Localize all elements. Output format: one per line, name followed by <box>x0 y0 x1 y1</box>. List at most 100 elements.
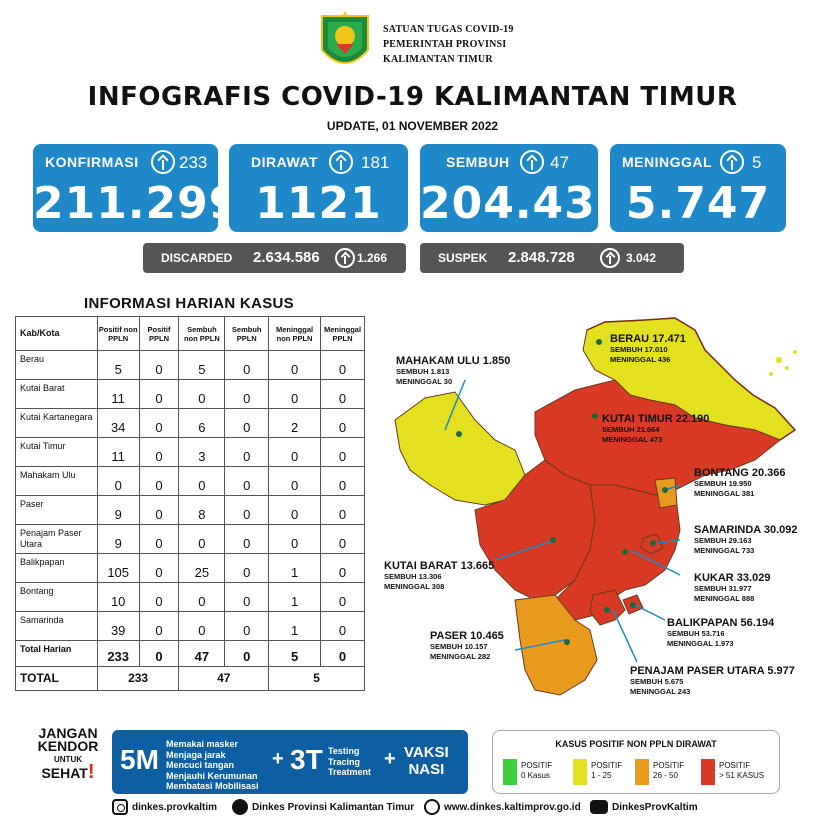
cell-value: 0 <box>320 379 365 409</box>
website-link[interactable]: www.dinkes.kaltimprov.go.id <box>424 798 581 816</box>
region-name: BONTANG <box>694 467 749 479</box>
region-meninggal: MENINGGAL 282 <box>430 652 491 661</box>
column-header: Meninggal PPLN <box>320 316 365 351</box>
cell-value: 25 <box>178 553 226 583</box>
plus-sign: + <box>272 748 284 770</box>
legend-line: > 51 KASUS <box>719 771 765 780</box>
suspek-value: 2.848.728 <box>508 249 575 266</box>
legend-line: POSITIF <box>653 761 685 770</box>
instagram-handle: dinkes.provkaltim <box>132 801 218 813</box>
region-meninggal: MENINGGAL 733 <box>694 546 755 555</box>
list-item: Memakai masker <box>166 739 239 749</box>
suspek-delta: 3.042 <box>626 251 657 265</box>
label-kukar: KUKAR 33.029 SEMBUH 31.977 MENINGGAL 888 <box>694 572 770 604</box>
arrow-up-icon <box>335 248 355 268</box>
cell-total: TOTAL <box>15 666 98 691</box>
arrow-up-icon <box>329 150 353 174</box>
column-header: Meninggal non PPLN <box>268 316 321 351</box>
arrow-up-icon <box>720 150 744 174</box>
website-url: www.dinkes.kaltimprov.go.id <box>444 801 581 813</box>
cell-value: 0 <box>224 611 270 641</box>
facebook-link[interactable]: Dinkes Provinsi Kalimantan Timur <box>232 798 414 816</box>
region-total: 22.190 <box>675 413 710 425</box>
label-samarinda: SAMARINDA 30.092 SEMBUH 29.163 MENINGGAL… <box>694 524 798 556</box>
youtube-link[interactable]: DinkesProvKaltim <box>590 798 698 816</box>
cell-value: 5 <box>178 350 226 380</box>
cell-value: 0 <box>138 553 180 583</box>
cell-value: 11 <box>96 437 140 467</box>
legend-text: POSITIF 26 - 50 <box>653 761 684 781</box>
region-total: 33.029 <box>736 572 771 584</box>
table-row: Berau 5 0 5 0 0 0 <box>15 350 365 380</box>
instagram-link[interactable]: dinkes.provkaltim <box>112 798 217 816</box>
slogan-line: JANGAN <box>38 725 98 741</box>
cell-value: 9 <box>96 495 140 525</box>
list-item: Menjaga jarak <box>166 749 226 760</box>
table-row: Balikpapan 105 0 25 0 1 0 <box>15 553 365 583</box>
region-kukar <box>554 484 681 621</box>
social-footer: dinkes.provkaltim Dinkes Provinsi Kalima… <box>112 798 702 816</box>
campaign-vaksinasi: VAKSI NASI <box>404 744 449 778</box>
label-berau: BERAU 17.471 SEMBUH 17.010 MENINGGAL 436 <box>610 333 686 365</box>
vaksi-line: VAKSI <box>404 744 449 761</box>
region-sembuh: SEMBUH 10.157 <box>430 642 488 651</box>
cell-value: 6 <box>178 408 226 438</box>
org-name: SATUAN TUGAS COVID-19 PEMERINTAH PROVINS… <box>383 22 514 67</box>
region-name: BERAU <box>610 333 650 345</box>
region-meninggal: MENINGGAL 888 <box>694 594 755 603</box>
region-bontang <box>654 477 678 509</box>
cell-value: 0 <box>138 611 180 641</box>
card-label: SEMBUH <box>446 154 510 170</box>
region-name: PENAJAM PASER UTARA <box>630 665 765 677</box>
cell-value: 0 <box>268 524 321 554</box>
province-map <box>394 317 797 696</box>
region-paser <box>514 594 598 696</box>
cell-value: 0 <box>224 495 270 525</box>
region-meninggal: MENINGGAL 1.973 <box>667 639 734 648</box>
cell-value: 0 <box>320 437 365 467</box>
legend-line: 0 Kasus <box>521 771 550 780</box>
cell-value: 0 <box>224 524 270 554</box>
region-name: PASER <box>430 630 468 642</box>
cell-value: 233 <box>96 640 140 667</box>
region-total: 56.194 <box>740 617 775 629</box>
cell-value: 1 <box>268 553 321 583</box>
discarded-value: 2.634.586 <box>253 249 320 266</box>
cell-value: 0 <box>224 582 270 612</box>
card-value: 5.747 <box>625 178 771 229</box>
youtube-channel: DinkesProvKaltim <box>612 801 698 813</box>
region-total: 20.366 <box>751 467 786 479</box>
cell-value: 39 <box>96 611 140 641</box>
legend-swatch-orange <box>635 759 649 785</box>
total-harian-row: Total Harian 233 0 47 0 5 0 <box>15 640 365 667</box>
table-row: Mahakam Ulu 0 0 0 0 0 0 <box>15 466 365 496</box>
legend-swatch-yellow <box>573 759 587 785</box>
cell-value: 0 <box>96 466 140 496</box>
card-konfirmasi: KONFIRMASI 233 211.299 <box>33 144 239 232</box>
column-header: Sembuh PPLN <box>224 316 270 351</box>
cell-value: 0 <box>224 379 270 409</box>
cell-value: 0 <box>224 466 270 496</box>
table-row: Bontang 10 0 0 0 1 0 <box>15 582 365 612</box>
list-item: Treatment <box>328 767 372 777</box>
cell-kabkota: Bontang <box>15 582 98 612</box>
cell-value: 1 <box>268 582 321 612</box>
region-meninggal: MENINGGAL 473 <box>602 435 663 444</box>
region-mahulu <box>394 391 526 506</box>
cell-value: 0 <box>178 379 226 409</box>
cell-value: 0 <box>224 408 270 438</box>
cell-value: 1 <box>268 611 321 641</box>
table-row: Kutai Kartanegara 34 0 6 0 2 0 <box>15 408 365 438</box>
province-emblem <box>321 11 369 64</box>
cell-value: 0 <box>224 640 270 667</box>
discarded-delta: 1.266 <box>357 251 388 265</box>
card-label: DIRAWAT <box>251 154 319 170</box>
cell-value: 0 <box>138 408 180 438</box>
cell-value: 0 <box>178 524 226 554</box>
cell-value: 2 <box>268 408 321 438</box>
region-sembuh: SEMBUH 19.950 <box>694 479 752 488</box>
table-row: Paser 9 0 8 0 0 0 <box>15 495 365 525</box>
label-mahulu: MAHAKAM ULU 1.850 SEMBUH 1.813 MENINGGAL… <box>396 355 510 387</box>
slogan-line: KENDOR <box>37 738 99 754</box>
card-dirawat: DIRAWAT 181 1121 <box>229 144 408 232</box>
